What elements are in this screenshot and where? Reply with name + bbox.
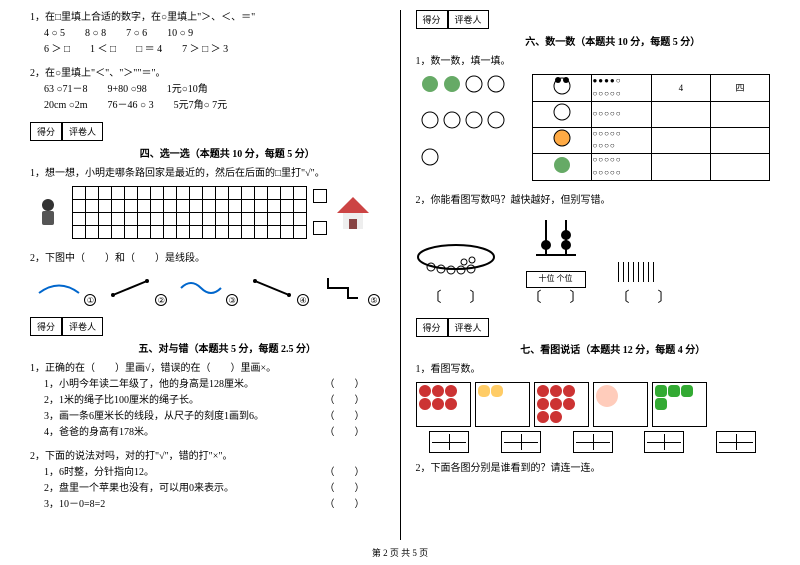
segment-icon: [247, 273, 297, 303]
count-table: ●●●●○○○○○○4四 ○○○○○ ○○○○○ ○○○○ ○○○○○ ○○○○…: [532, 74, 770, 181]
question-4-2: 2，下图中（ ）和（ ）是线段。 ① ② ③ ④ ⑤: [30, 251, 385, 309]
reviewer-label: 评卷人: [62, 122, 103, 141]
left-column: 1，在□里填上合适的数字，在○里填上"＞、＜、＝" 4 ○ 5 8 ○ 8 7 …: [20, 10, 395, 540]
beads-icon: 〔 〕: [416, 232, 496, 310]
page-footer: 第 2 页 共 5 页: [0, 546, 800, 559]
frog-icon: [420, 74, 440, 94]
abacus-icon: 十位 个位 〔 〕: [526, 215, 586, 310]
peach-box: [593, 382, 648, 427]
maze-grid: [72, 186, 307, 239]
checkbox[interactable]: [313, 189, 327, 203]
line-options: ① ② ③ ④ ⑤: [30, 273, 385, 309]
cow-icon: [486, 74, 506, 94]
section-4-title: 四、选一选（本题共 10 分，每题 5 分）: [70, 145, 385, 160]
cow-icon: [552, 102, 572, 122]
q6-2-text: 2，你能看图写数吗？越快越好，但别写错。: [416, 193, 771, 209]
score-box: 得分 评卷人: [416, 318, 771, 337]
q7-1-text: 1，看图写数。: [416, 362, 771, 378]
question-2: 2，在○里填上"＜"、"＞""＝"。 63 ○71－8 9+80 ○98 1元○…: [30, 66, 385, 114]
zigzag-icon: [318, 273, 368, 303]
section-7-title: 七、看图说话（本题共 12 分，每题 4 分）: [456, 341, 771, 356]
q6-1-text: 1，数一数，填一填。: [416, 54, 771, 70]
cow-icon: [442, 110, 462, 130]
column-divider: [400, 10, 401, 540]
house-icon: [333, 193, 373, 233]
strawberry-box: [534, 382, 589, 427]
maze-diagram: [30, 182, 385, 243]
answer-input[interactable]: [501, 431, 541, 453]
question-7-2: 2，下面各图分别是谁看到的？请连一连。: [416, 461, 771, 477]
question-5-2: 2，下面的说法对吗，对的打"√"，错的打"×"。 1，6时整，分针指向12。（ …: [30, 449, 385, 513]
q7-2-text: 2，下面各图分别是谁看到的？请连一连。: [416, 461, 771, 477]
q1-text: 1，在□里填上合适的数字，在○里填上"＞、＜、＝": [30, 10, 385, 26]
cow-icon: [420, 110, 440, 130]
checkbox[interactable]: [313, 221, 327, 235]
q1-row1: 4 ○ 5 8 ○ 8 7 ○ 6 10 ○ 9: [30, 26, 385, 42]
question-6-1: 1，数一数，填一填。 ●●●●○○○○○○4四 ○○○○○ ○○○○○ ○: [416, 54, 771, 185]
cow-icon: [464, 110, 484, 130]
q5-2-text: 2，下面的说法对吗，对的打"√"，错的打"×"。: [30, 449, 385, 465]
score-box: 得分 评卷人: [30, 317, 385, 336]
section-6-title: 六、数一数（本题共 10 分，每题 5 分）: [456, 33, 771, 48]
q1-row2: 6 ＞ □ 1 ＜ □ □ ＝ 4 7 ＞ □ ＞ 3: [30, 42, 385, 58]
score-label: 得分: [30, 122, 62, 141]
curve-icon: [34, 273, 84, 303]
q2-row1: 63 ○71－8 9+80 ○98 1元○10角: [30, 82, 385, 98]
panda-icon: [552, 76, 572, 96]
cow-icon: [486, 110, 506, 130]
cow-icon: [420, 147, 440, 167]
tiger-icon: [552, 128, 572, 148]
q2-row2: 20cm ○2m 76－46 ○ 3 5元7角○ 7元: [30, 98, 385, 114]
answer-input[interactable]: [644, 431, 684, 453]
cow-icon: [464, 74, 484, 94]
q4-1-text: 1，想一想，小明走哪条路回家是最近的，然后在后面的□里打"√"。: [30, 166, 385, 182]
q2-text: 2，在○里填上"＜"、"＞""＝"。: [30, 66, 385, 82]
answer-input[interactable]: [573, 431, 613, 453]
frog-icon: [552, 155, 572, 175]
frog-icon: [442, 74, 462, 94]
right-column: 得分 评卷人 六、数一数（本题共 10 分，每题 5 分） 1，数一数，填一填。: [406, 10, 781, 540]
answer-input[interactable]: [429, 431, 469, 453]
score-box: 得分 评卷人: [416, 10, 771, 29]
question-6-2: 2，你能看图写数吗？越快越好，但别写错。 〔 〕 十位 个位 〔 〕 〔 〕: [416, 193, 771, 310]
banana-box: [475, 382, 530, 427]
watermelon-box: [652, 382, 707, 427]
answer-boxes: [313, 189, 327, 237]
wave-icon: [176, 273, 226, 303]
q4-2-text: 2，下图中（ ）和（ ）是线段。: [30, 251, 385, 267]
animal-group: [416, 70, 525, 185]
answer-boxes: [416, 431, 771, 453]
tally-icon: 〔 〕: [616, 262, 672, 310]
question-5-1: 1，正确的在（ ）里画√，错误的在（ ）里画×。 1，小明今年读二年级了，他的身…: [30, 361, 385, 441]
abacus-row: 〔 〕 十位 个位 〔 〕 〔 〕: [416, 215, 771, 310]
fruit-boxes: [416, 382, 771, 427]
question-1: 1，在□里填上合适的数字，在○里填上"＞、＜、＝" 4 ○ 5 8 ○ 8 7 …: [30, 10, 385, 58]
question-4-1: 1，想一想，小明走哪条路回家是最近的，然后在后面的□里打"√"。: [30, 166, 385, 243]
answer-input[interactable]: [716, 431, 756, 453]
apple-box: [416, 382, 471, 427]
score-box: 得分 评卷人: [30, 122, 385, 141]
segment-icon: [105, 273, 155, 303]
question-7-1: 1，看图写数。: [416, 362, 771, 453]
boy-icon: [30, 195, 66, 231]
q5-1-text: 1，正确的在（ ）里画√，错误的在（ ）里画×。: [30, 361, 385, 377]
section-5-title: 五、对与错（本题共 5 分，每题 2.5 分）: [70, 340, 385, 355]
